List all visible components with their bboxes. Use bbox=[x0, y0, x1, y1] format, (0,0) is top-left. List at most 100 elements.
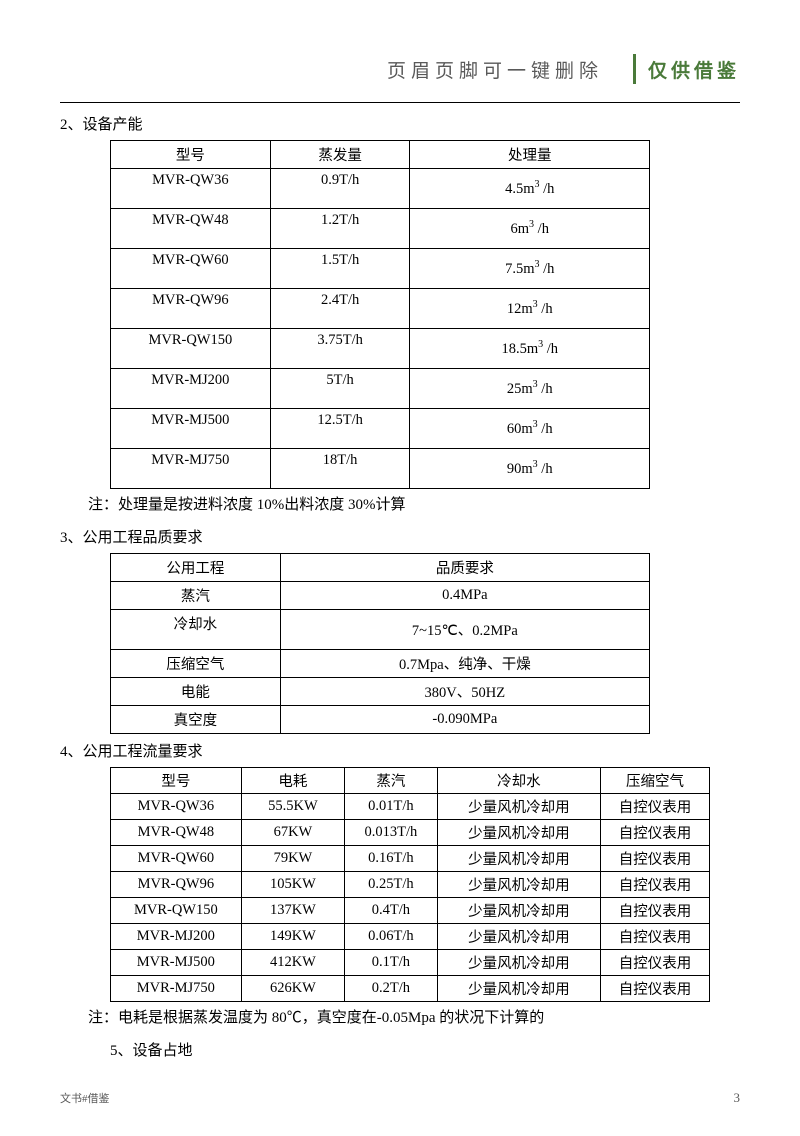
table-cell: 18T/h bbox=[270, 449, 410, 489]
table-cell: MVR-MJ200 bbox=[111, 924, 242, 950]
table-header: 处理量 bbox=[410, 141, 650, 169]
capacity-table: 型号 蒸发量 处理量 MVR-QW360.9T/h4.5m3 /h MVR-QW4… bbox=[110, 140, 650, 489]
table-cell: MVR-QW48 bbox=[111, 209, 271, 249]
table-cell: 18.5m3 /h bbox=[410, 329, 650, 369]
section-2-title: 2、设备产能 bbox=[60, 113, 740, 134]
table-cell: MVR-QW150 bbox=[111, 329, 271, 369]
table-cell: 0.16T/h bbox=[345, 846, 438, 872]
table-cell: 6m3 /h bbox=[410, 209, 650, 249]
header-right-text: 仅供借鉴 bbox=[648, 56, 740, 83]
table-cell: MVR-QW60 bbox=[111, 846, 242, 872]
table-cell: MVR-QW150 bbox=[111, 898, 242, 924]
table-cell: 自控仪表用 bbox=[601, 794, 710, 820]
page-footer: 文书#借鉴 3 bbox=[60, 1090, 740, 1106]
header-rule bbox=[60, 102, 740, 103]
table-cell: MVR-QW60 bbox=[111, 249, 271, 289]
table-cell: 蒸汽 bbox=[111, 582, 281, 610]
table-cell: 2.4T/h bbox=[270, 289, 410, 329]
table-cell: 412KW bbox=[241, 950, 344, 976]
table-cell: 少量风机冷却用 bbox=[437, 976, 600, 1002]
table-cell: 105KW bbox=[241, 872, 344, 898]
table-cell: MVR-MJ500 bbox=[111, 950, 242, 976]
table-cell: 79KW bbox=[241, 846, 344, 872]
table-cell: 0.1T/h bbox=[345, 950, 438, 976]
table-header: 型号 bbox=[111, 141, 271, 169]
table-cell: MVR-MJ750 bbox=[111, 976, 242, 1002]
table-cell: 0.01T/h bbox=[345, 794, 438, 820]
section-3-title: 3、公用工程品质要求 bbox=[60, 526, 740, 547]
table-cell: 少量风机冷却用 bbox=[437, 950, 600, 976]
table-cell: 7~15℃、0.2MPa bbox=[280, 610, 649, 650]
table-header: 电耗 bbox=[241, 768, 344, 794]
table-cell: 0.06T/h bbox=[345, 924, 438, 950]
table-cell: 自控仪表用 bbox=[601, 898, 710, 924]
table-cell: 自控仪表用 bbox=[601, 924, 710, 950]
section-5-title: 5、设备占地 bbox=[110, 1039, 740, 1060]
page-header: 页眉页脚可一键删除 仅供借鉴 bbox=[60, 0, 740, 94]
table-cell: 自控仪表用 bbox=[601, 950, 710, 976]
table-cell: 25m3 /h bbox=[410, 369, 650, 409]
table-cell: 少量风机冷却用 bbox=[437, 794, 600, 820]
table-cell: 0.2T/h bbox=[345, 976, 438, 1002]
table-cell: 90m3 /h bbox=[410, 449, 650, 489]
flow-table: 型号 电耗 蒸汽 冷却水 压缩空气 MVR-QW3655.5KW0.01T/h少… bbox=[110, 767, 710, 1002]
table-cell: MVR-QW48 bbox=[111, 820, 242, 846]
quality-table: 公用工程 品质要求 蒸汽0.4MPa冷却水7~15℃、0.2MPa压缩空气0.7… bbox=[110, 553, 650, 734]
table-header: 型号 bbox=[111, 768, 242, 794]
table-cell: 少量风机冷却用 bbox=[437, 820, 600, 846]
section-4-note: 注：电耗是根据蒸发温度为 80℃，真空度在-0.05Mpa 的状况下计算的 bbox=[88, 1006, 740, 1027]
table-cell: 电能 bbox=[111, 678, 281, 706]
table-cell: 3.75T/h bbox=[270, 329, 410, 369]
table-cell: 自控仪表用 bbox=[601, 846, 710, 872]
table-cell: MVR-QW36 bbox=[111, 169, 271, 209]
table-cell: 380V、50HZ bbox=[280, 678, 649, 706]
table-cell: 压缩空气 bbox=[111, 650, 281, 678]
section-2-note: 注：处理量是按进料浓度 10%出料浓度 30%计算 bbox=[88, 493, 740, 514]
table-cell: 0.7Mpa、纯净、干燥 bbox=[280, 650, 649, 678]
table-cell: 60m3 /h bbox=[410, 409, 650, 449]
table-cell: 真空度 bbox=[111, 706, 281, 734]
table-cell: 少量风机冷却用 bbox=[437, 924, 600, 950]
table-cell: MVR-QW96 bbox=[111, 872, 242, 898]
table-cell: 0.9T/h bbox=[270, 169, 410, 209]
table-cell: 626KW bbox=[241, 976, 344, 1002]
footer-page-number: 3 bbox=[734, 1090, 741, 1106]
table-cell: 少量风机冷却用 bbox=[437, 846, 600, 872]
table-cell: 7.5m3 /h bbox=[410, 249, 650, 289]
table-cell: MVR-QW96 bbox=[111, 289, 271, 329]
table-cell: 67KW bbox=[241, 820, 344, 846]
table-cell: 少量风机冷却用 bbox=[437, 898, 600, 924]
table-cell: 1.2T/h bbox=[270, 209, 410, 249]
table-cell: 自控仪表用 bbox=[601, 872, 710, 898]
table-cell: 149KW bbox=[241, 924, 344, 950]
table-cell: 自控仪表用 bbox=[601, 820, 710, 846]
table-header: 压缩空气 bbox=[601, 768, 710, 794]
table-cell: MVR-MJ500 bbox=[111, 409, 271, 449]
table-cell: -0.090MPa bbox=[280, 706, 649, 734]
table-header: 蒸发量 bbox=[270, 141, 410, 169]
table-cell: 1.5T/h bbox=[270, 249, 410, 289]
table-cell: 自控仪表用 bbox=[601, 976, 710, 1002]
table-cell: 0.25T/h bbox=[345, 872, 438, 898]
section-4-title: 4、公用工程流量要求 bbox=[60, 740, 740, 761]
table-cell: 少量风机冷却用 bbox=[437, 872, 600, 898]
table-cell: 137KW bbox=[241, 898, 344, 924]
table-header: 公用工程 bbox=[111, 554, 281, 582]
footer-left: 文书#借鉴 bbox=[60, 1090, 110, 1106]
table-cell: 0.4MPa bbox=[280, 582, 649, 610]
table-cell: MVR-MJ750 bbox=[111, 449, 271, 489]
table-cell: 5T/h bbox=[270, 369, 410, 409]
table-cell: 0.4T/h bbox=[345, 898, 438, 924]
table-cell: MVR-MJ200 bbox=[111, 369, 271, 409]
table-cell: MVR-QW36 bbox=[111, 794, 242, 820]
table-cell: 0.013T/h bbox=[345, 820, 438, 846]
header-left-text: 页眉页脚可一键删除 bbox=[387, 56, 621, 83]
table-cell: 冷却水 bbox=[111, 610, 281, 650]
table-header: 蒸汽 bbox=[345, 768, 438, 794]
table-cell: 12m3 /h bbox=[410, 289, 650, 329]
table-cell: 4.5m3 /h bbox=[410, 169, 650, 209]
table-cell: 12.5T/h bbox=[270, 409, 410, 449]
table-header: 冷却水 bbox=[437, 768, 600, 794]
table-header: 品质要求 bbox=[280, 554, 649, 582]
header-divider bbox=[633, 54, 636, 84]
